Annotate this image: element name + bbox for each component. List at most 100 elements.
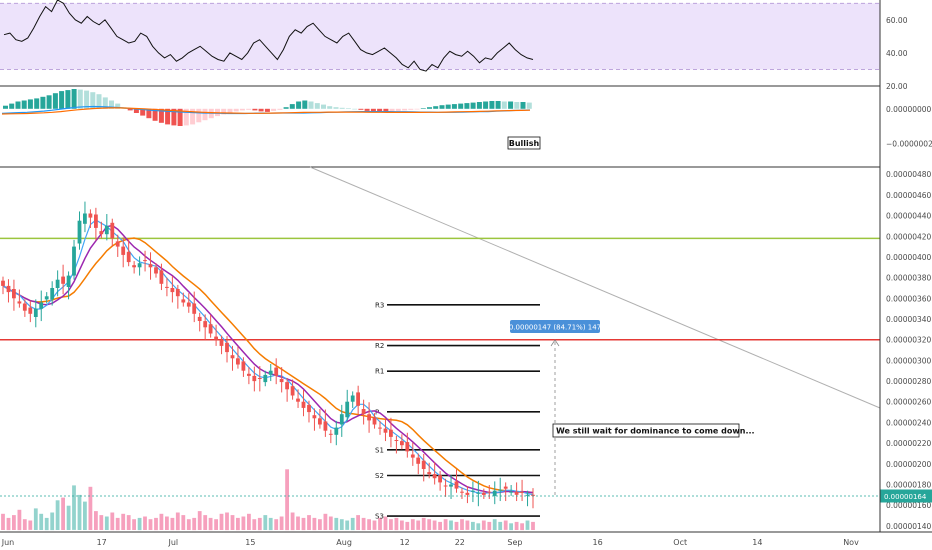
volume-bar	[61, 497, 65, 530]
candle-body	[154, 267, 158, 274]
price-y-tick-label: 0.00000300	[886, 356, 932, 365]
candle-body	[285, 382, 289, 390]
x-tick-label: 17	[97, 538, 107, 547]
volume-bar	[268, 517, 273, 531]
volume-bar	[410, 519, 415, 530]
macd-histogram-bar	[21, 100, 27, 109]
candle-body	[476, 492, 481, 494]
annotation-box	[552, 423, 740, 438]
measure-badge	[510, 320, 600, 333]
candle-body	[487, 491, 492, 493]
volume-bar	[460, 519, 464, 530]
candle-body	[514, 491, 519, 495]
macd-histogram-bar	[364, 108, 370, 111]
macd-histogram-bar	[383, 108, 389, 112]
descending-trendline	[309, 166, 881, 409]
volume-bar	[509, 523, 513, 531]
x-tick-label: Nov	[843, 538, 859, 547]
x-tick-label: 12	[400, 538, 410, 547]
candle-body	[94, 214, 98, 228]
candle-body	[328, 433, 333, 435]
macd-histogram-bar	[177, 108, 183, 126]
annotation-text: We still wait for dominance to come down…	[556, 427, 755, 436]
candle-body	[361, 409, 366, 415]
candle-body	[334, 427, 339, 435]
price-y-tick-label: 0.00000420	[886, 232, 932, 241]
x-tick-label: 16	[593, 538, 603, 547]
candle-body	[219, 339, 224, 346]
volume-bar	[208, 517, 213, 531]
volume-bar	[394, 517, 399, 531]
volume-bar	[115, 517, 120, 531]
macd-histogram-bar	[27, 99, 33, 109]
volume-bar	[454, 521, 459, 530]
volume-bar	[323, 513, 328, 530]
macd-histogram-bar	[470, 102, 476, 109]
macd-y-tick-label: 0.00000000	[886, 105, 932, 114]
macd-histogram-bar	[377, 108, 383, 112]
macd-histogram-bar	[402, 108, 408, 111]
rsi-y-tick-label: 40.00	[886, 49, 908, 58]
pivot-label: R2	[375, 342, 384, 350]
macd-histogram-bar	[102, 97, 108, 109]
candle-body	[394, 440, 399, 441]
macd-histogram-bar	[296, 101, 302, 109]
macd-histogram-bar	[196, 108, 202, 123]
volume-bar	[148, 519, 153, 530]
price-y-tick-label: 0.00000480	[886, 170, 932, 179]
volume-bar	[22, 519, 27, 530]
x-tick-label: 22	[455, 538, 465, 547]
candle-body	[274, 367, 279, 376]
candle-body	[148, 264, 153, 268]
price-y-tick-label: 0.00000280	[886, 377, 932, 386]
candle-body	[236, 358, 240, 365]
macd-histogram-bar	[277, 108, 283, 110]
macd-histogram-bar	[109, 100, 114, 109]
macd-histogram-bar	[40, 96, 46, 109]
macd-histogram-bar	[289, 104, 295, 109]
macd-histogram-bar	[370, 108, 376, 112]
candle-body	[12, 289, 16, 299]
x-tick-label: 15	[245, 538, 255, 547]
volume-bar	[312, 517, 317, 531]
volume-bar	[66, 505, 71, 530]
pivot-label: S1	[375, 446, 384, 454]
volume-bar	[126, 515, 131, 530]
candle-body	[165, 286, 169, 288]
rsi-line	[3, 0, 534, 72]
macd-histogram-bar	[427, 107, 432, 109]
volume-bar	[400, 520, 404, 530]
volume-bar	[416, 520, 421, 530]
volume-bar	[279, 516, 284, 530]
volume-bar	[181, 515, 186, 530]
candle-body	[110, 222, 115, 239]
volume-bar	[159, 513, 164, 530]
volume-bar	[389, 519, 393, 530]
candle-body	[83, 213, 87, 224]
macd-histogram-bar	[395, 108, 401, 111]
volume-bar	[405, 521, 410, 530]
volume-bar	[72, 485, 76, 530]
candle-body	[389, 429, 393, 437]
volume-bar	[367, 519, 371, 530]
candle-body	[498, 489, 503, 491]
volume-bar	[214, 519, 218, 530]
volume-bar	[28, 520, 33, 530]
candle-body	[44, 296, 49, 300]
pivot-label: S2	[375, 472, 384, 480]
price-y-tick-label: 0.00000460	[886, 191, 932, 200]
candle-body	[88, 213, 93, 218]
volume-bar	[476, 523, 481, 531]
volume-bar	[285, 469, 289, 531]
candle-body	[296, 398, 300, 402]
macd-histogram-bar	[202, 108, 208, 121]
macd-histogram-bar	[165, 108, 171, 125]
candle-body	[22, 303, 27, 311]
price-y-tick-label: 0.00000220	[886, 439, 932, 448]
volume-bar	[378, 517, 382, 531]
macd-histogram-bar	[302, 100, 308, 109]
macd-histogram-bar	[433, 106, 439, 109]
macd-histogram-bar	[271, 108, 277, 111]
macd-histogram-bar	[140, 108, 146, 116]
volume-bar	[55, 500, 60, 530]
